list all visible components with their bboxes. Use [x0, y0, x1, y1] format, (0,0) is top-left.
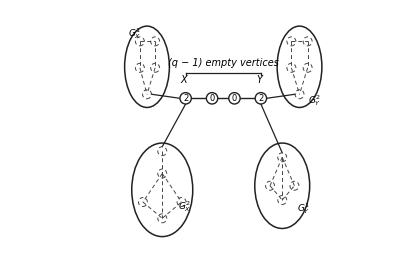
Text: 0: 0	[232, 94, 237, 103]
Circle shape	[255, 93, 267, 104]
Text: Y: Y	[256, 75, 262, 85]
Text: $G^2_Y$: $G^2_Y$	[308, 93, 322, 108]
Circle shape	[206, 93, 218, 104]
Text: $G^1_X$: $G^1_X$	[128, 26, 141, 41]
Text: X: X	[180, 75, 187, 85]
Circle shape	[180, 93, 191, 104]
Text: $G^1_Y$: $G^1_Y$	[297, 201, 310, 216]
Text: 2: 2	[183, 94, 188, 103]
Text: 0: 0	[209, 94, 215, 103]
Text: 2: 2	[258, 94, 263, 103]
Circle shape	[229, 93, 240, 104]
Text: $G^2_X$: $G^2_X$	[178, 199, 191, 214]
Text: (q − 1) empty vertices: (q − 1) empty vertices	[168, 58, 279, 68]
